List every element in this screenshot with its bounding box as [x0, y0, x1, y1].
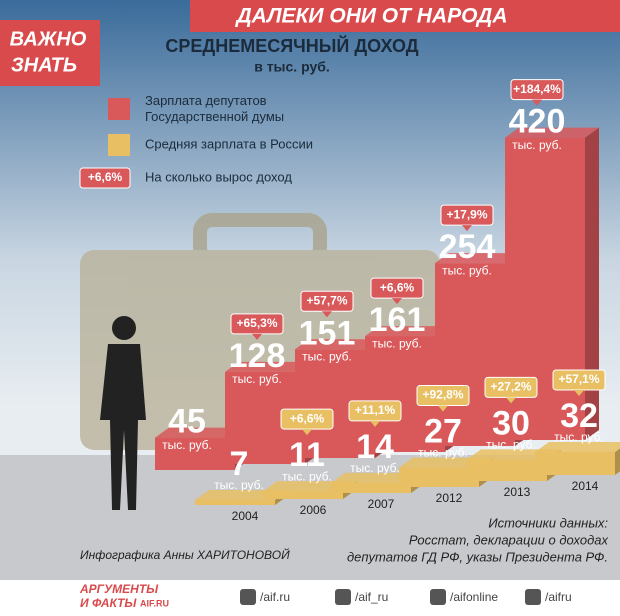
sources: депутатов ГД РФ, указы Президента РФ. — [347, 549, 608, 564]
growth-label: +17,9% — [446, 207, 487, 221]
legend-swatch — [108, 134, 130, 156]
growth-label: +57,1% — [558, 372, 599, 386]
growth-label: +65,3% — [236, 316, 277, 330]
bar-side — [615, 448, 620, 475]
value-label: 11 — [289, 436, 325, 474]
growth-label: +184,4% — [513, 82, 561, 96]
unit-label: тыс. руб. — [350, 461, 400, 475]
value-label: 128 — [229, 337, 286, 375]
brand: АРГУМЕНТЫ — [79, 582, 159, 596]
bar — [535, 451, 615, 475]
brand: AIF.RU — [140, 598, 169, 608]
social-icon — [240, 589, 256, 605]
year-label: 2013 — [504, 485, 531, 499]
logo: ЗНАТЬ — [11, 54, 77, 76]
value-label: 420 — [509, 103, 566, 141]
unit-label: тыс. руб. — [214, 478, 264, 492]
bar-top — [505, 127, 599, 138]
bar-side — [585, 127, 599, 440]
year-label: 2014 — [572, 479, 599, 493]
social-link: /aifonline — [450, 590, 498, 604]
value-label: 30 — [492, 404, 530, 442]
sources: Источники данных: — [488, 515, 608, 530]
year-label: 2004 — [232, 509, 259, 523]
bar — [467, 459, 547, 481]
value-label: 27 — [424, 413, 462, 451]
growth-label: +6,6% — [290, 411, 325, 425]
growth-label: +11,1% — [355, 403, 396, 417]
growth-tag-pointer — [302, 429, 312, 436]
legend-tag-label: +6,6% — [88, 170, 123, 184]
logo-box — [0, 20, 100, 86]
unit-label: тыс. руб. — [232, 372, 282, 386]
unit-label: тыс. руб. — [554, 430, 604, 444]
legend-label: Средняя зарплата в России — [145, 136, 313, 151]
header-bar — [190, 0, 620, 32]
unit-label: тыс. руб. — [512, 138, 562, 152]
growth-label: +92,8% — [422, 388, 463, 402]
unit-label: тыс. руб. — [302, 349, 352, 363]
unit-label: тыс. руб. — [282, 469, 332, 483]
growth-label: +6,6% — [380, 280, 415, 294]
growth-label: +57,7% — [306, 293, 347, 307]
bar — [195, 499, 275, 505]
legend-swatch — [108, 98, 130, 120]
credit: Инфографика Анны ХАРИТОНОВОЙ — [80, 546, 290, 562]
value-label: 45 — [168, 403, 206, 441]
growth-tag-pointer — [574, 389, 584, 396]
growth-tag-pointer — [462, 225, 472, 232]
growth-label: +27,2% — [490, 380, 531, 394]
bar — [155, 437, 235, 470]
growth-tag-pointer — [532, 99, 542, 106]
social-link: /aif_ru — [355, 590, 388, 604]
year-label: 2006 — [300, 503, 327, 517]
growth-tag-pointer — [506, 397, 516, 404]
growth-tag-pointer — [252, 333, 262, 340]
growth-tag-pointer — [438, 405, 448, 412]
sources: Росстат, декларации о доходах — [409, 532, 609, 547]
social-link: /aif.ru — [260, 590, 290, 604]
social-icon — [525, 589, 541, 605]
man-silhouette — [100, 316, 146, 510]
unit-label: тыс. руб. — [162, 438, 212, 452]
unit-label: тыс. руб. — [486, 438, 536, 452]
legend-label: Зарплата депутатов Государственной думы — [145, 93, 284, 124]
logo: ВАЖНО — [10, 28, 87, 50]
value-label: 14 — [356, 428, 394, 466]
value-label: 161 — [369, 301, 426, 339]
bar — [263, 491, 343, 499]
chart-title: СРЕДНЕМЕСЯЧНЫЙ ДОХОД — [165, 35, 418, 56]
value-label: 151 — [299, 314, 356, 352]
legend-tag — [79, 167, 131, 189]
growth-tag-pointer — [392, 298, 402, 305]
chart-subtitle: в тыс. руб. — [254, 59, 330, 75]
unit-label: тыс. руб. — [442, 263, 492, 277]
social-icon — [335, 589, 351, 605]
unit-label: тыс. руб. — [418, 446, 468, 460]
footer — [0, 580, 620, 616]
header: ДАЛЕКИ ОНИ ОТ НАРОДА — [234, 5, 507, 28]
brand: И ФАКТЫ — [80, 596, 137, 610]
value-label: 7 — [230, 445, 249, 483]
bar-top — [535, 441, 620, 452]
value-label: 254 — [439, 228, 496, 266]
bar — [435, 263, 515, 446]
social-link: /aifru — [545, 590, 572, 604]
growth-tag-pointer — [322, 311, 332, 318]
bar — [399, 467, 479, 487]
growth-tag-pointer — [370, 420, 380, 427]
value-label: 32 — [560, 397, 598, 435]
year-label: 2012 — [436, 491, 463, 505]
bar — [331, 482, 411, 493]
legend-label: На сколько вырос доход — [145, 169, 292, 184]
unit-label: тыс. руб. — [372, 336, 422, 350]
social-icon — [430, 589, 446, 605]
year-label: 2007 — [368, 497, 395, 511]
